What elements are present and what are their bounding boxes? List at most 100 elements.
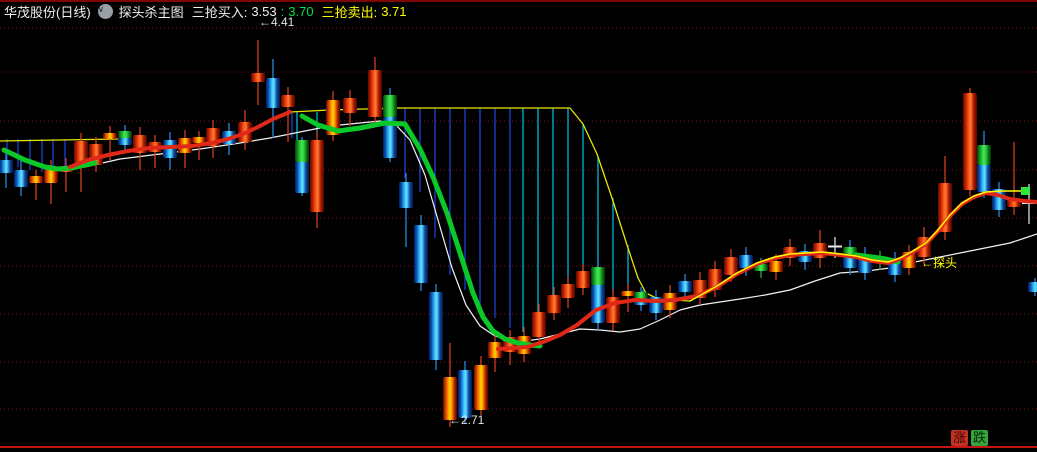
buy-label: 三抢买入: [191, 4, 248, 20]
front-lines-layer [1, 110, 1037, 351]
candle [532, 304, 546, 345]
candle-body [414, 225, 428, 283]
candle [977, 131, 991, 198]
candle-body [769, 261, 783, 272]
indicator-name: 探头杀主图 [118, 4, 184, 20]
fall-button[interactable]: 跌 [971, 430, 988, 446]
chevron-down-icon[interactable]: ∨ [97, 3, 113, 19]
candle-body-green [591, 267, 605, 285]
buy-separator: : [280, 3, 285, 19]
red-ma-line [68, 110, 292, 169]
candle [29, 170, 43, 200]
candle-body [281, 95, 295, 107]
candle [547, 287, 561, 320]
candle [178, 130, 192, 168]
candle [266, 59, 280, 138]
sell-value: 3.71 [381, 3, 407, 19]
rise-button[interactable]: 涨 [951, 430, 968, 446]
candle [443, 343, 457, 427]
candle [148, 135, 162, 168]
candle-body-blue [977, 165, 991, 192]
candle-body [0, 160, 13, 173]
candle-body [192, 137, 206, 143]
candle-body [547, 295, 561, 313]
candle-body-blue [843, 257, 857, 268]
candle [858, 247, 872, 280]
candle-body-blue [591, 285, 605, 323]
chevron-glyph: ∨ [97, 3, 105, 14]
candle-body [813, 243, 827, 258]
candle [649, 290, 663, 320]
candle-body [399, 182, 413, 208]
candle-body-blue [383, 117, 397, 158]
red-ma-line [496, 191, 1037, 351]
sell-label: 三抢卖出: [321, 4, 378, 20]
candle-body-green [977, 145, 991, 165]
candle [678, 274, 692, 300]
candle [606, 289, 620, 331]
candle [118, 125, 132, 150]
candle [383, 88, 397, 162]
candle-body [963, 93, 977, 190]
candle [326, 91, 340, 141]
candle-body [266, 78, 280, 108]
candle-body-blue [118, 138, 132, 145]
candle [295, 137, 309, 196]
candle [783, 239, 797, 266]
candle-body [474, 365, 488, 410]
candle [399, 173, 413, 247]
candle [458, 361, 472, 424]
stock-title: 华茂股份(日线) [4, 4, 91, 20]
candle [0, 150, 13, 188]
candle-body [103, 133, 117, 139]
green-signal-line [299, 113, 543, 349]
candle [1007, 142, 1021, 215]
candle [59, 158, 73, 192]
buy-value: 3.53 [251, 3, 277, 19]
candle-body [343, 98, 357, 113]
candle-body [44, 167, 58, 183]
candles-layer [0, 40, 1037, 427]
candle-body-green [118, 131, 132, 138]
candle-body [576, 271, 590, 288]
candle-body-green [383, 95, 397, 117]
green-signal-line [1, 147, 98, 172]
buy-value-2: 3.70 [288, 3, 314, 19]
candle [576, 264, 590, 295]
candle-body [739, 255, 753, 268]
candle-body [368, 70, 382, 117]
candle [992, 182, 1006, 217]
indicator-header: 华茂股份(日线) ∨ 探头杀主图 三抢买入: 3.53 : 3.70 三抢卖出:… [4, 2, 407, 20]
candle-body [621, 291, 635, 296]
candle-body [1028, 282, 1037, 292]
candle-body [29, 176, 43, 183]
envelope-yellow-line [0, 138, 119, 142]
candle-body [678, 281, 692, 292]
candle [206, 120, 220, 158]
candle [591, 259, 605, 330]
hanging-lines-layer [6, 108, 644, 332]
candle-body-blue [295, 162, 309, 193]
candle [888, 252, 902, 282]
candle [693, 272, 707, 305]
candle [163, 132, 177, 170]
candle [89, 137, 103, 172]
candle-body [251, 73, 265, 82]
candle-body [310, 140, 324, 212]
candle [1028, 278, 1037, 296]
candle [368, 57, 382, 126]
candle [488, 334, 502, 372]
candle [310, 131, 324, 228]
candle [414, 215, 428, 291]
candle-body [724, 257, 738, 275]
candle [251, 40, 265, 105]
green-box-marker [1021, 187, 1030, 195]
candle-body [14, 170, 28, 187]
candle-body-green [634, 292, 648, 299]
candle-body [429, 292, 443, 360]
candle [963, 88, 977, 196]
candle-body [443, 377, 457, 420]
candle [621, 284, 635, 312]
candle-body [561, 284, 575, 298]
